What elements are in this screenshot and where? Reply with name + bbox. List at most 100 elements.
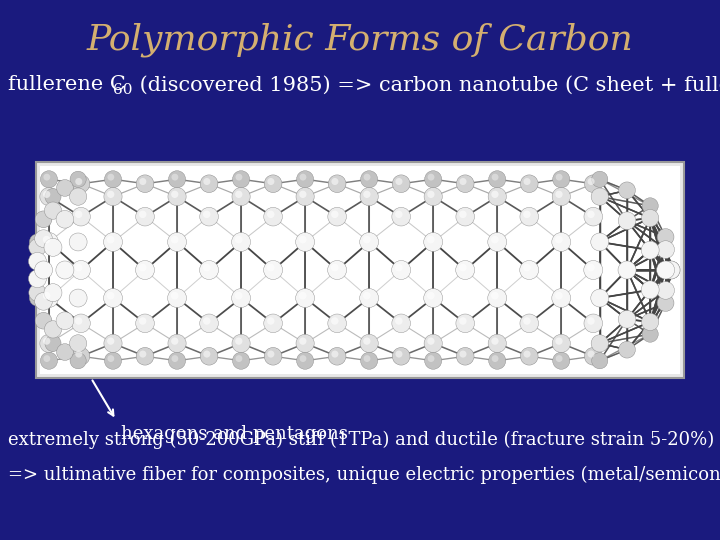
- Circle shape: [331, 178, 338, 185]
- Circle shape: [424, 288, 443, 307]
- Circle shape: [169, 188, 185, 205]
- Circle shape: [58, 313, 72, 328]
- Circle shape: [642, 210, 659, 227]
- Circle shape: [642, 241, 659, 259]
- Circle shape: [555, 292, 562, 300]
- Circle shape: [139, 318, 146, 325]
- Circle shape: [233, 335, 249, 352]
- Circle shape: [657, 241, 675, 259]
- Circle shape: [553, 352, 570, 369]
- Circle shape: [360, 187, 378, 206]
- Circle shape: [300, 338, 307, 345]
- Circle shape: [35, 211, 52, 228]
- Circle shape: [361, 335, 377, 352]
- Circle shape: [393, 176, 410, 192]
- Circle shape: [395, 211, 402, 218]
- Circle shape: [662, 261, 680, 279]
- Circle shape: [233, 352, 250, 369]
- Circle shape: [30, 254, 45, 268]
- Circle shape: [426, 234, 441, 249]
- Circle shape: [107, 355, 114, 362]
- Circle shape: [56, 312, 73, 329]
- Circle shape: [30, 240, 45, 255]
- Circle shape: [232, 233, 251, 252]
- Circle shape: [657, 261, 675, 279]
- Circle shape: [591, 233, 608, 251]
- Circle shape: [168, 334, 186, 353]
- Circle shape: [643, 282, 657, 297]
- Circle shape: [29, 269, 46, 288]
- Circle shape: [235, 355, 243, 362]
- Circle shape: [360, 334, 378, 353]
- Circle shape: [521, 209, 537, 225]
- Circle shape: [171, 355, 179, 362]
- Circle shape: [521, 348, 538, 364]
- Circle shape: [490, 291, 505, 306]
- Circle shape: [361, 291, 377, 306]
- Circle shape: [491, 338, 498, 345]
- Circle shape: [35, 312, 52, 329]
- Circle shape: [104, 171, 122, 188]
- Circle shape: [40, 171, 58, 188]
- Circle shape: [267, 318, 274, 325]
- Circle shape: [30, 234, 45, 250]
- Circle shape: [456, 260, 474, 280]
- Circle shape: [521, 175, 538, 193]
- Circle shape: [584, 314, 603, 333]
- Circle shape: [45, 322, 60, 337]
- Circle shape: [73, 209, 89, 225]
- Circle shape: [201, 176, 217, 192]
- Circle shape: [136, 347, 154, 365]
- Circle shape: [73, 348, 89, 364]
- Circle shape: [70, 335, 86, 352]
- Circle shape: [593, 235, 607, 249]
- Text: Polymorphic Forms of Carbon: Polymorphic Forms of Carbon: [86, 23, 634, 57]
- Circle shape: [456, 347, 474, 365]
- Circle shape: [200, 175, 218, 193]
- Circle shape: [45, 188, 61, 205]
- Circle shape: [658, 295, 673, 311]
- Circle shape: [299, 292, 307, 300]
- Circle shape: [364, 355, 370, 362]
- Circle shape: [171, 236, 179, 244]
- Circle shape: [593, 291, 607, 305]
- Circle shape: [168, 233, 186, 252]
- Circle shape: [169, 291, 185, 306]
- Circle shape: [659, 263, 672, 277]
- Circle shape: [658, 229, 673, 245]
- Circle shape: [459, 318, 467, 325]
- Text: (discovered 1985) => carbon nanotube (C sheet + fullerene): (discovered 1985) => carbon nanotube (C …: [133, 76, 720, 94]
- Circle shape: [235, 174, 243, 180]
- Circle shape: [265, 176, 282, 192]
- Circle shape: [588, 318, 595, 325]
- Circle shape: [71, 260, 91, 280]
- Circle shape: [56, 261, 74, 279]
- Circle shape: [71, 291, 85, 305]
- Circle shape: [428, 355, 434, 362]
- Circle shape: [457, 176, 474, 192]
- Circle shape: [664, 262, 678, 278]
- Circle shape: [492, 355, 498, 362]
- Circle shape: [521, 315, 537, 331]
- Circle shape: [642, 326, 658, 342]
- Circle shape: [426, 291, 441, 306]
- Circle shape: [584, 260, 603, 280]
- Circle shape: [135, 260, 155, 280]
- Circle shape: [427, 191, 435, 198]
- Circle shape: [235, 292, 243, 300]
- Circle shape: [43, 338, 50, 345]
- Circle shape: [522, 262, 537, 278]
- Circle shape: [40, 288, 58, 307]
- Circle shape: [58, 263, 72, 277]
- Circle shape: [593, 336, 607, 351]
- Circle shape: [555, 191, 562, 198]
- Circle shape: [138, 315, 153, 331]
- Circle shape: [393, 209, 409, 225]
- Text: fullerene C: fullerene C: [8, 76, 126, 94]
- Circle shape: [296, 233, 315, 252]
- Circle shape: [425, 171, 442, 188]
- Circle shape: [456, 314, 474, 333]
- Circle shape: [72, 207, 90, 226]
- Circle shape: [662, 261, 680, 279]
- Circle shape: [235, 236, 243, 244]
